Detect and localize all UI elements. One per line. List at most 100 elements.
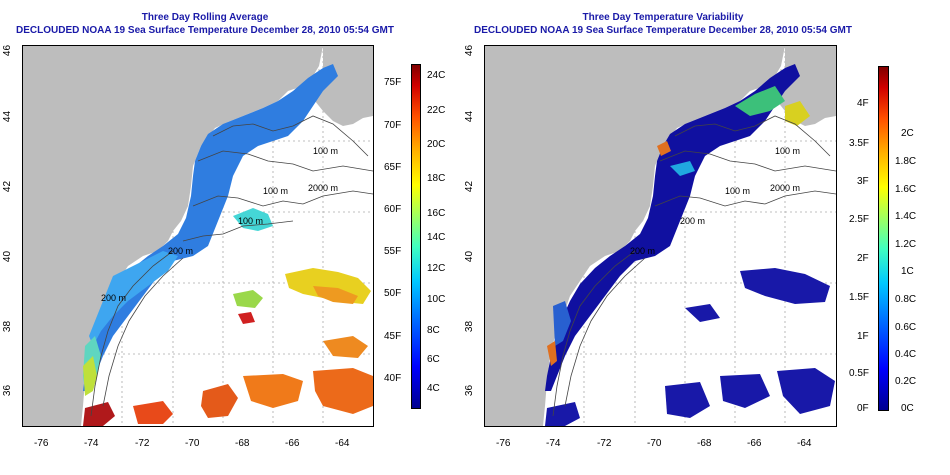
left-cb-f-label: 70F [384, 120, 402, 131]
left-y-tick: 46 [2, 44, 14, 57]
right-cb-f-label: 0F [857, 403, 869, 414]
left-y-tick: 36 [2, 384, 14, 397]
left-colorbar [411, 64, 421, 409]
right-var-southwest [545, 402, 580, 426]
left-cb-f-label: 45F [384, 331, 402, 342]
left-cb-c-label: 22C [427, 105, 446, 116]
left-cb-f-label: 40F [384, 373, 402, 384]
right-cb-f-label: 4F [857, 98, 869, 109]
left-cb-c-label: 16C [427, 208, 446, 219]
left-contour-label: 200 m [101, 293, 126, 303]
left-land [23, 46, 323, 426]
left-y-tick: 38 [2, 320, 14, 333]
left-sst-shelf [83, 64, 338, 391]
right-title-line2: DECLOUDED NOAA 19 Sea Surface Temperatur… [474, 25, 852, 36]
right-cb-c-label: 2C [901, 128, 914, 139]
right-colorbar [878, 66, 889, 411]
left-y-tick: 42 [2, 180, 14, 193]
right-cb-c-label: 0.4C [895, 349, 917, 360]
left-cb-c-label: 10C [427, 294, 446, 305]
right-cb-f-label: 2.5F [849, 214, 870, 225]
left-sst-green [233, 290, 263, 308]
right-contour-label: 100 m [775, 146, 800, 156]
right-cb-c-label: 1.4C [895, 211, 917, 222]
left-sst-south3 [313, 368, 373, 414]
right-cb-c-label: 0C [901, 403, 914, 414]
left-cb-c-label: 4C [427, 383, 440, 394]
right-x-tick: -68 [697, 438, 712, 449]
right-cb-f-label: 3.5F [849, 138, 870, 149]
left-y-tick: 40 [2, 250, 14, 263]
left-x-tick: -64 [335, 438, 350, 449]
right-contour-label: 200 m [680, 216, 705, 226]
left-sst-warm2 [313, 286, 358, 304]
right-map-svg: 100 m 2000 m 100 m 200 m 200 m [485, 46, 836, 426]
right-var-shelf [545, 64, 800, 391]
left-sst-yellowgreen [83, 356, 97, 396]
right-var-cyan [670, 161, 695, 176]
left-title-line1: Three Day Rolling Average [141, 12, 269, 23]
left-title-line2: DECLOUDED NOAA 19 Sea Surface Temperatur… [16, 25, 394, 36]
right-contour-labels: 100 m 2000 m 100 m 200 m 200 m [630, 146, 800, 256]
right-y-tick: 40 [464, 250, 476, 263]
left-sst-red1 [238, 312, 255, 324]
left-cb-c-label: 24C [427, 70, 446, 81]
right-y-tick: 38 [464, 320, 476, 333]
right-cb-f-label: 1F [857, 331, 869, 342]
left-cb-c-label: 14C [427, 232, 446, 243]
left-x-tick: -72 [135, 438, 150, 449]
right-y-tick: 42 [464, 180, 476, 193]
right-cb-f-label: 0.5F [849, 368, 870, 379]
left-sst-southwest [83, 402, 115, 426]
left-cb-f-label: 55F [384, 246, 402, 257]
left-cb-f-label: 60F [384, 204, 402, 215]
right-cb-c-label: 1.6C [895, 184, 917, 195]
right-x-tick: -70 [647, 438, 662, 449]
right-y-tick: 46 [464, 44, 476, 57]
left-contours [90, 115, 373, 417]
right-cb-c-label: 0.6C [895, 322, 917, 333]
left-contour-label: 100 m [238, 216, 263, 226]
right-var-green-gulf [735, 86, 785, 116]
right-contour-label: 100 m [725, 186, 750, 196]
right-land [485, 46, 785, 426]
right-cb-c-label: 1.8C [895, 156, 917, 167]
left-sst-shelf-light [89, 251, 178, 346]
left-x-tick: -76 [34, 438, 49, 449]
left-x-tick: -74 [84, 438, 99, 449]
right-x-tick: -66 [747, 438, 762, 449]
left-x-tick: -68 [235, 438, 250, 449]
right-cb-c-label: 0.8C [895, 294, 917, 305]
left-contour-label: 100 m [263, 186, 288, 196]
right-cb-f-label: 1.5F [849, 292, 870, 303]
right-x-tick: -72 [597, 438, 612, 449]
left-sst-southwest2 [133, 401, 173, 424]
left-contour-label: 100 m [313, 146, 338, 156]
right-contours [552, 115, 836, 417]
left-cb-f-label: 65F [384, 162, 402, 173]
right-var-orange-inshore [547, 341, 557, 366]
right-var-offshore1 [740, 268, 830, 304]
left-cb-c-label: 20C [427, 139, 446, 150]
left-contour-label: 200 m [168, 246, 193, 256]
left-cb-c-label: 12C [427, 263, 446, 274]
left-cb-f-label: 75F [384, 77, 402, 88]
right-title-line1: Three Day Temperature Variability [582, 12, 744, 23]
right-var-south1 [665, 382, 710, 418]
left-x-tick: -70 [185, 438, 200, 449]
left-sst-south2 [243, 374, 303, 408]
right-x-tick: -64 [797, 438, 812, 449]
left-sst-ridge [233, 208, 273, 231]
right-var-inshore [553, 301, 571, 346]
left-cb-c-label: 6C [427, 354, 440, 365]
right-contour-label: 200 m [630, 246, 655, 256]
left-cb-f-label: 50F [384, 288, 402, 299]
right-x-tick: -74 [546, 438, 561, 449]
left-x-tick: -66 [285, 438, 300, 449]
right-y-tick: 36 [464, 384, 476, 397]
right-x-tick: -76 [496, 438, 511, 449]
right-var-offshore2 [685, 304, 720, 322]
left-cb-c-label: 8C [427, 325, 440, 336]
left-map-svg: 100 m 2000 m 100 m 200 m 200 m 100 m [23, 46, 373, 426]
left-sst-south4 [323, 336, 368, 358]
